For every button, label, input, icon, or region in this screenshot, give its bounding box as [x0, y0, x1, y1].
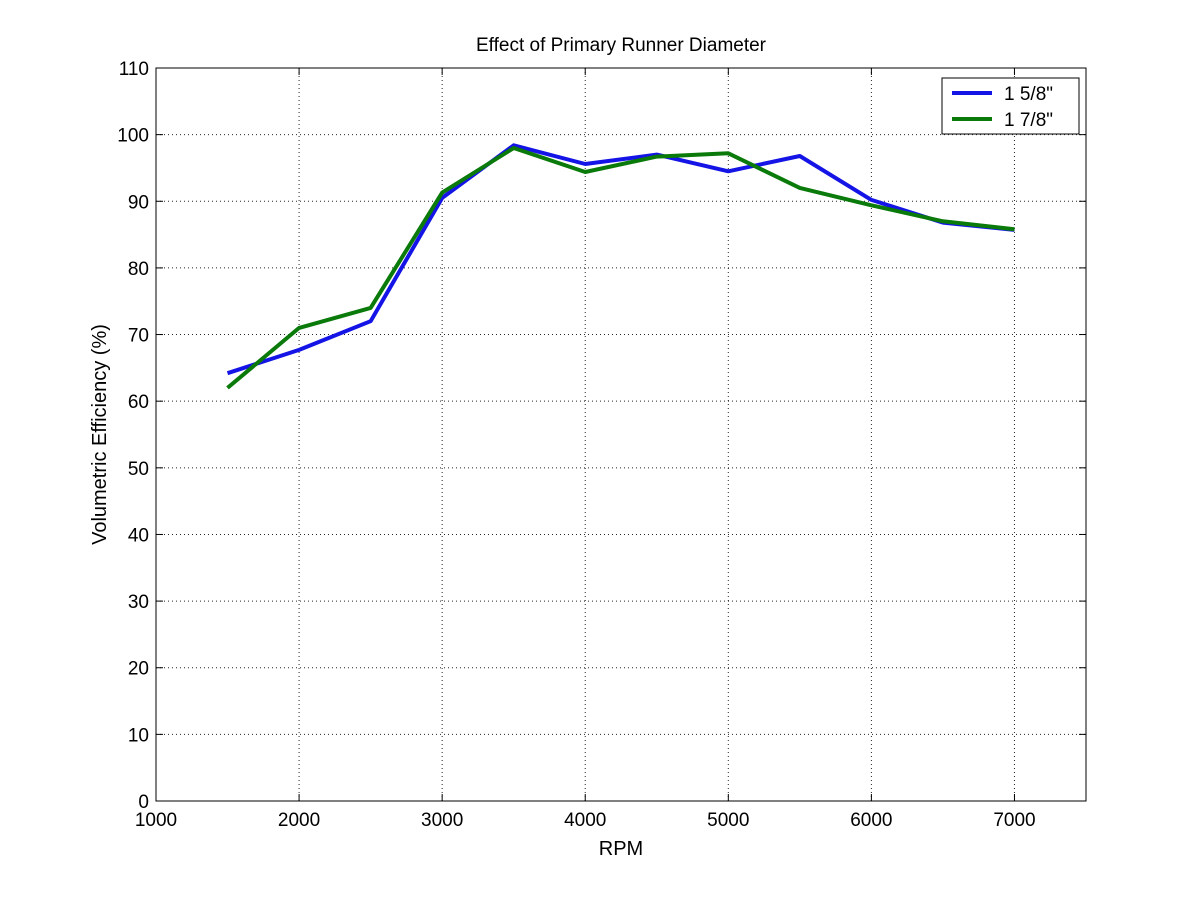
x-tick-label: 2000: [278, 810, 320, 831]
series-line-1-5-8: [226, 143, 1015, 376]
legend-label-1-5-8: 1 5/8": [1004, 84, 1053, 105]
y-tick-label: 40: [128, 525, 149, 546]
y-tick-label: 50: [128, 459, 149, 480]
y-tick-label: 80: [128, 259, 149, 280]
y-tick-label: 20: [128, 659, 149, 680]
x-tick-label: 4000: [564, 810, 606, 831]
y-tick-label: 0: [138, 792, 149, 813]
series-layer: [226, 143, 1015, 390]
x-tick-label: 3000: [421, 810, 463, 831]
y-tick-label: 110: [119, 59, 149, 80]
series-line-1-7-8: [226, 146, 1015, 390]
chart-title: Effect of Primary Runner Diameter: [476, 35, 767, 56]
legend-label-1-7-8: 1 7/8": [1004, 110, 1053, 131]
x-tick-label: 5000: [707, 810, 749, 831]
x-axis-label: RPM: [599, 838, 643, 860]
plot-area-frame: [155, 67, 1087, 802]
y-tick-label: 60: [128, 392, 149, 413]
axis-ticks: 1000 2000 3000 4000 5000 6000 7000 0 10 20 30 40 50 6…: [117, 59, 1086, 831]
x-tick-label: 6000: [850, 810, 892, 831]
x-tick-label: 7000: [993, 810, 1035, 831]
y-tick-label: 30: [128, 592, 149, 613]
y-tick-label: 90: [128, 192, 149, 213]
grid: [156, 68, 1086, 801]
y-tick-label: 10: [128, 725, 149, 746]
y-tick-label: 70: [128, 326, 149, 347]
legend: 1 5/8" 1 7/8": [941, 77, 1080, 135]
y-axis-label: Volumetric Efficiency (%): [89, 324, 111, 545]
legend-box: [941, 77, 1080, 135]
x-tick-label: 1000: [135, 810, 177, 831]
y-tick-label: 100: [117, 126, 149, 147]
